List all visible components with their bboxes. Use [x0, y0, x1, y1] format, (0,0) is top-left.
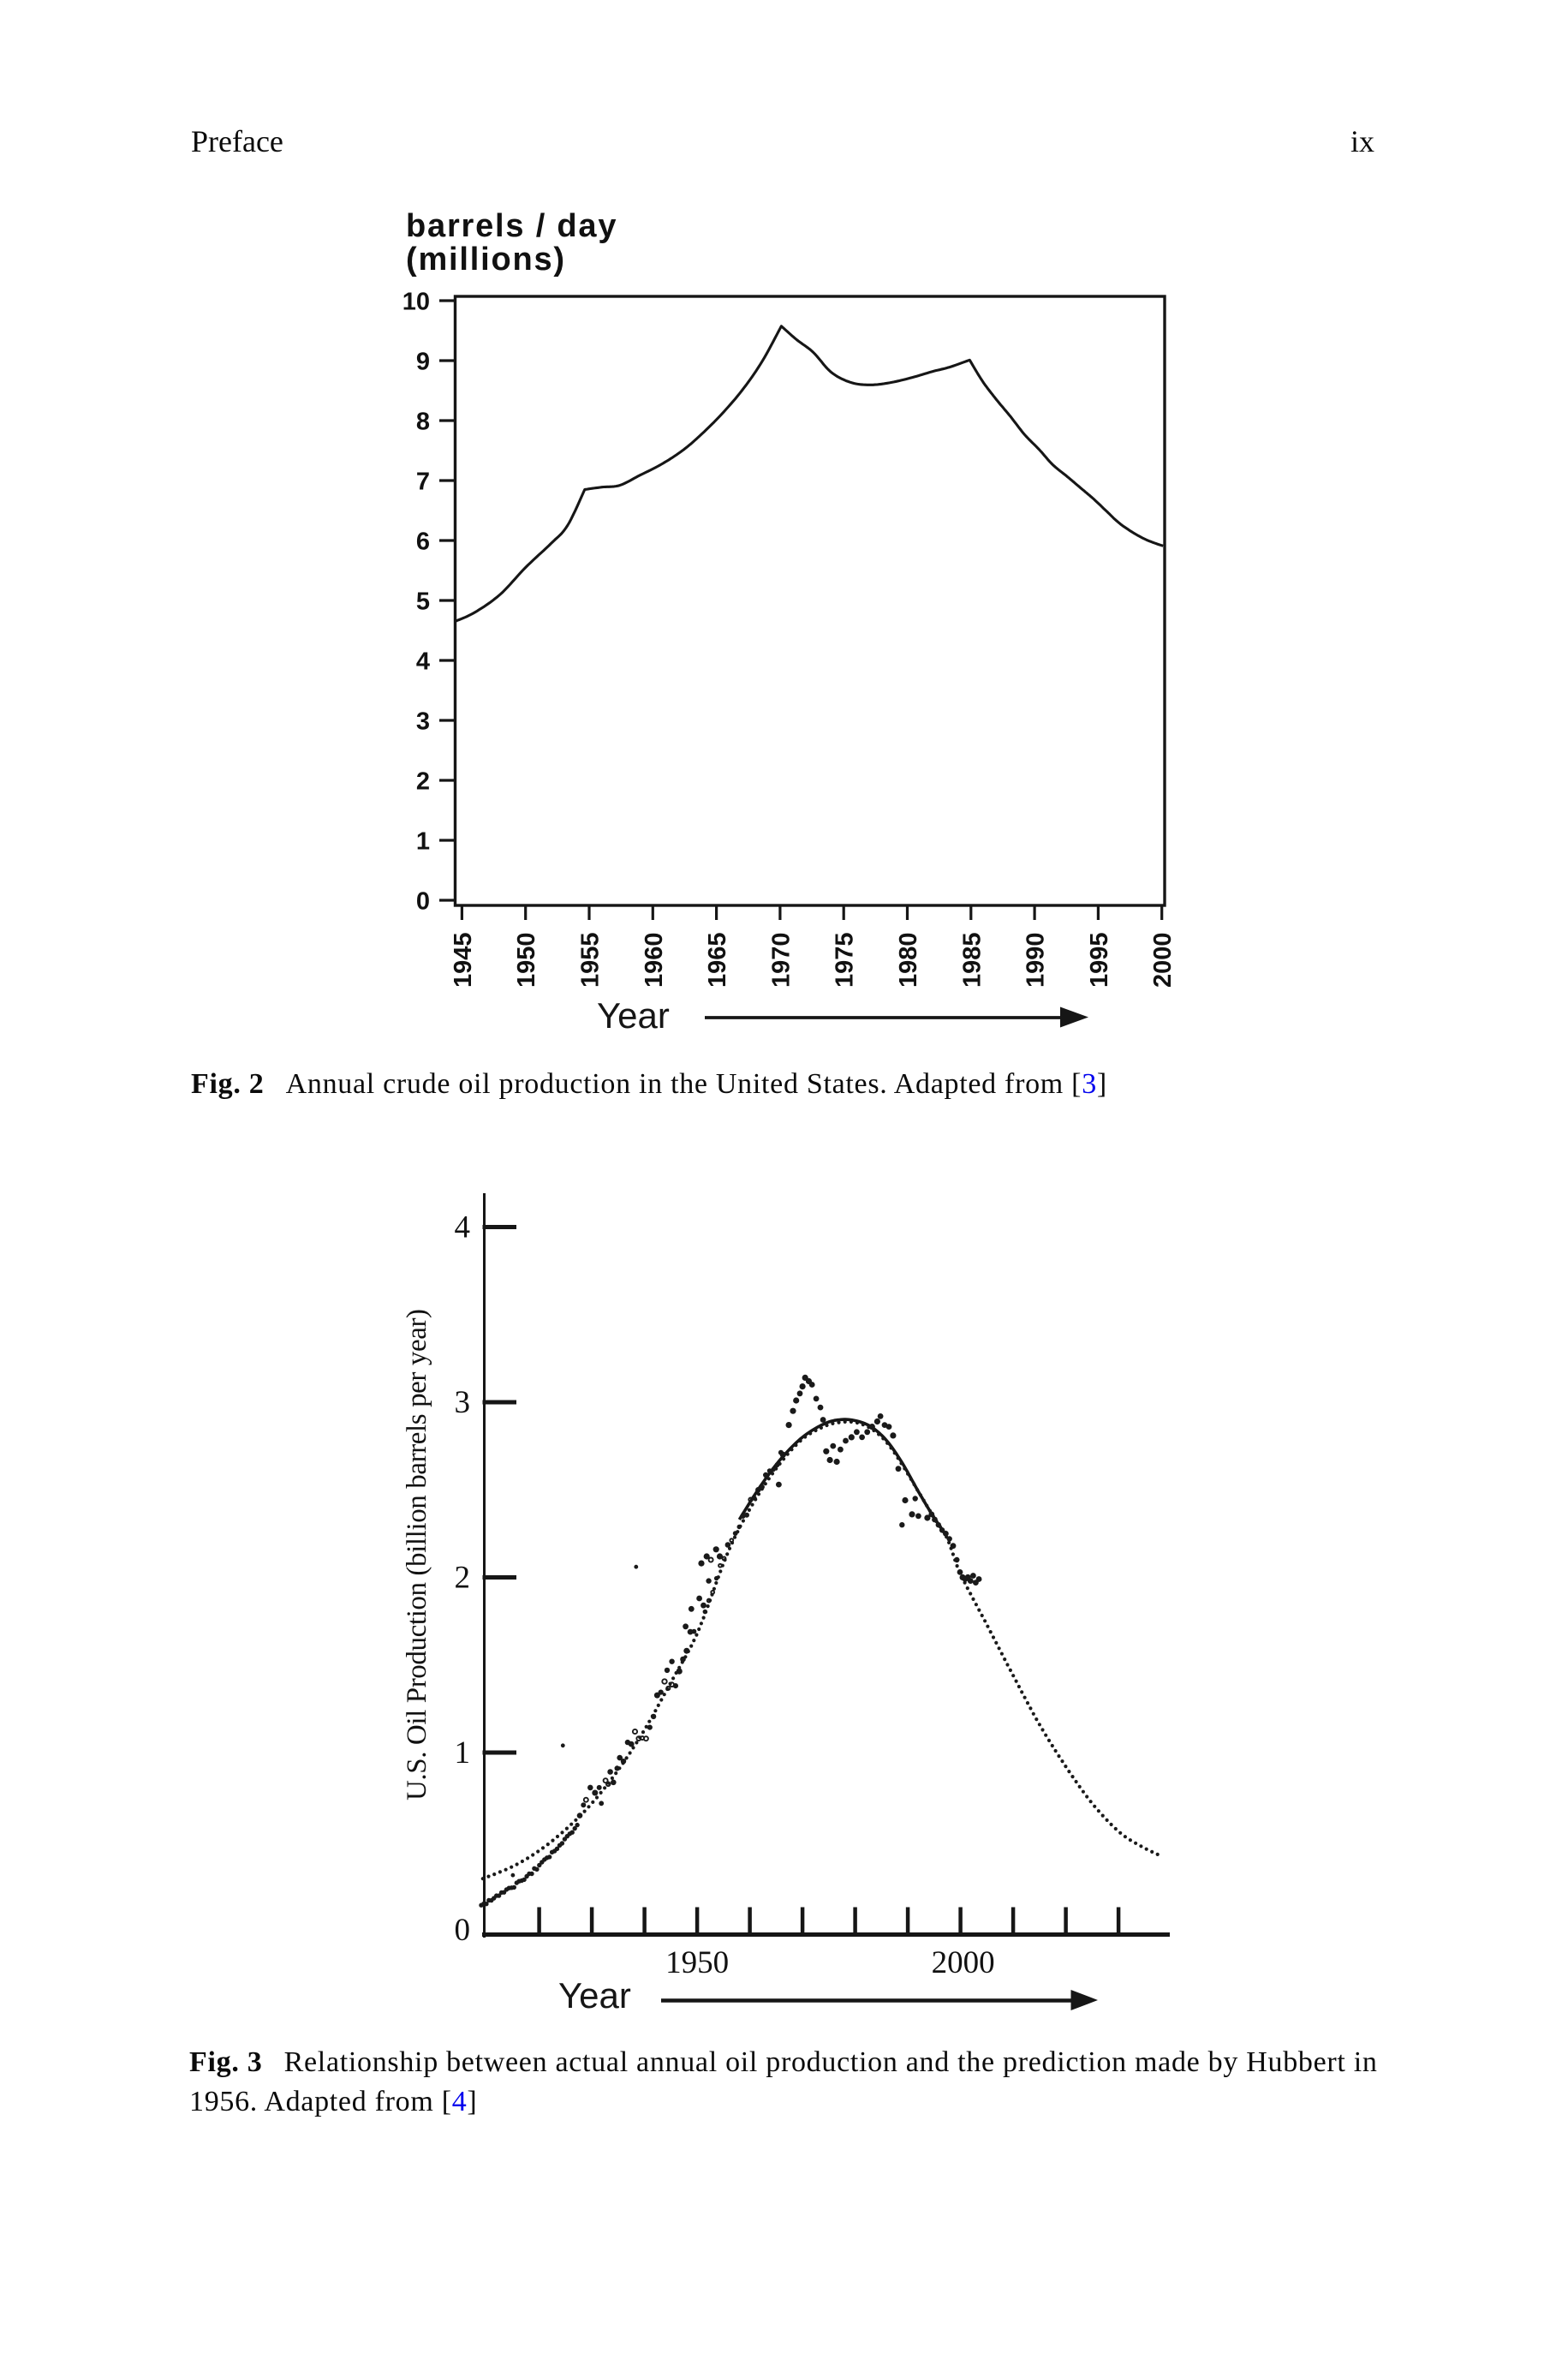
svg-text:2000: 2000: [932, 1945, 995, 1980]
svg-text:1950: 1950: [665, 1945, 729, 1980]
svg-text:1: 1: [455, 1735, 471, 1771]
svg-text:10: 10: [402, 289, 430, 316]
svg-text:1945: 1945: [450, 932, 477, 988]
svg-text:7: 7: [416, 469, 430, 496]
svg-text:Year: Year: [597, 995, 670, 1036]
svg-text:1970: 1970: [767, 932, 795, 988]
svg-text:1965: 1965: [704, 932, 731, 988]
svg-text:6: 6: [416, 529, 430, 556]
svg-text:2: 2: [416, 768, 430, 796]
svg-text:barrels / day: barrels / day: [406, 208, 617, 244]
svg-text:1: 1: [416, 828, 430, 856]
svg-text:1950: 1950: [513, 932, 540, 988]
svg-text:2000: 2000: [1149, 932, 1177, 988]
svg-text:1980: 1980: [895, 932, 922, 988]
svg-text:0: 0: [455, 1913, 471, 1948]
svg-text:2: 2: [455, 1561, 471, 1596]
svg-text:1990: 1990: [1022, 932, 1050, 988]
svg-text:1975: 1975: [832, 932, 859, 988]
svg-text:5: 5: [416, 588, 430, 616]
svg-text:8: 8: [416, 409, 430, 436]
svg-text:9: 9: [416, 349, 430, 376]
svg-text:3: 3: [416, 708, 430, 736]
svg-text:(millions): (millions): [406, 242, 566, 278]
svg-text:1960: 1960: [641, 932, 668, 988]
svg-text:0: 0: [416, 888, 430, 916]
svg-text:1995: 1995: [1086, 932, 1113, 988]
svg-text:1955: 1955: [577, 932, 605, 988]
svg-text:4: 4: [455, 1210, 471, 1245]
svg-text:1985: 1985: [958, 932, 986, 988]
svg-text:4: 4: [416, 648, 430, 676]
svg-text:Year: Year: [558, 1975, 631, 2016]
svg-text:3: 3: [455, 1385, 471, 1420]
svg-text:U.S. Oil Production (billion b: U.S. Oil Production (billion barrels per…: [402, 1309, 432, 1801]
